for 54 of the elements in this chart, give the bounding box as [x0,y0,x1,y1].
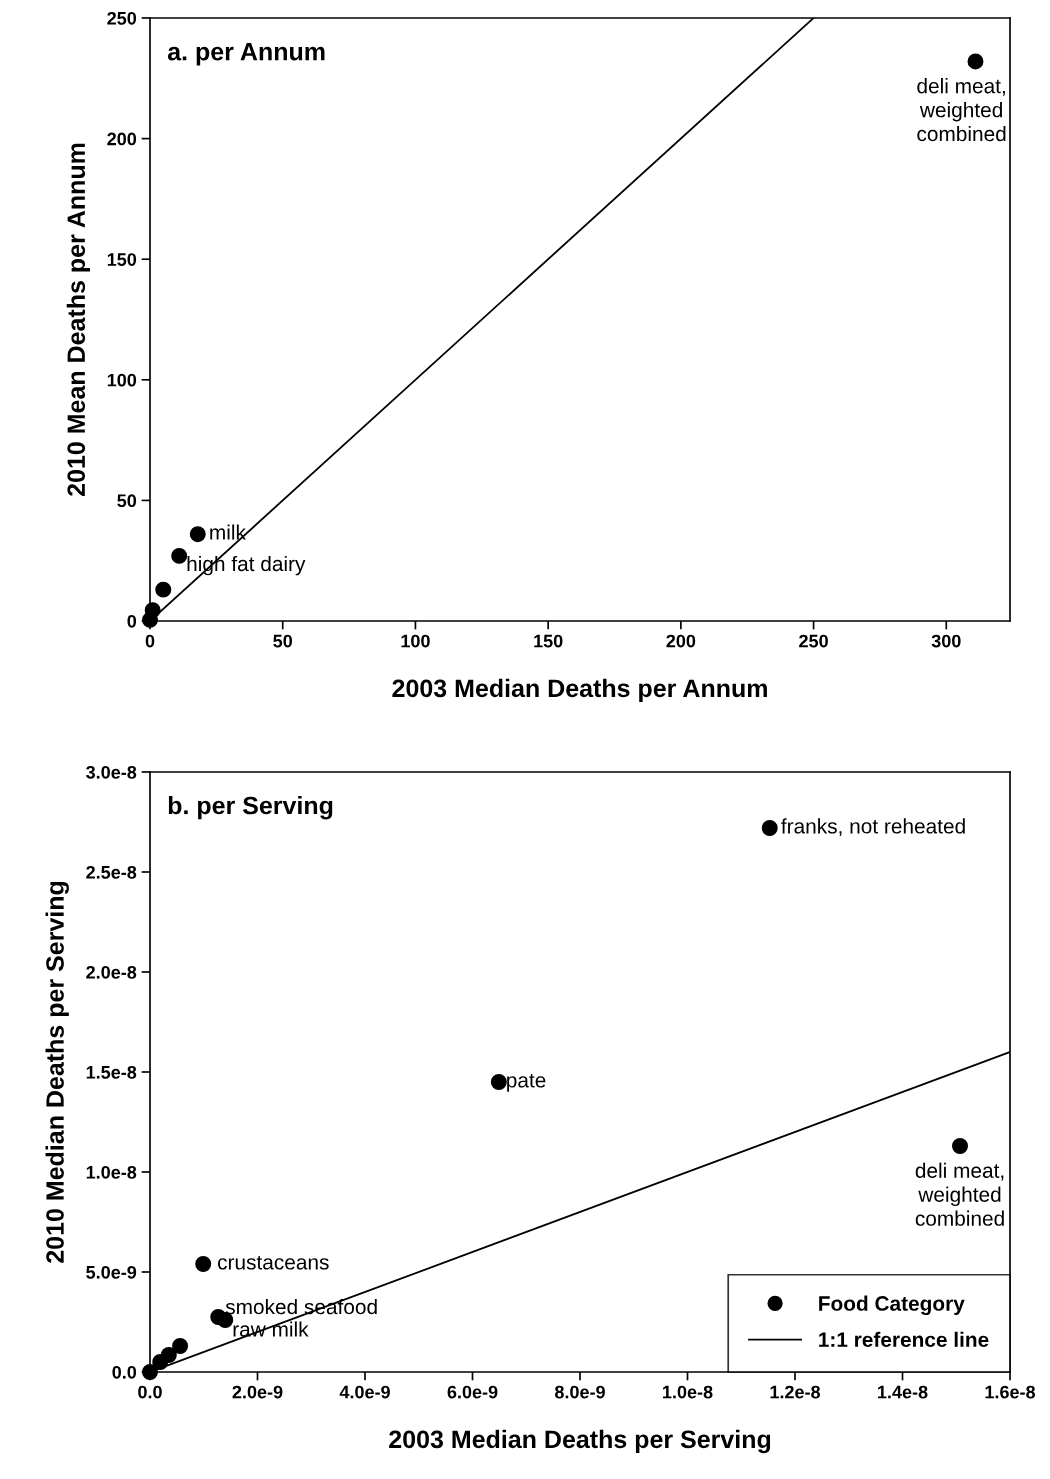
y-tick-label: 0.0 [112,1365,137,1379]
x-tick-label: 6.0e-9 [447,1385,498,1399]
x-tick-label: 1.2e-8 [770,1385,821,1399]
y-tick-label: 150 [107,253,137,266]
x-tick-label: 1.4e-8 [878,1385,928,1399]
x-axis-title: 2003 Median Deaths per Annum [392,678,767,703]
x-axis-title: 2003 Median Deaths per Serving [389,1429,771,1454]
y-tick-label: 250 [107,11,137,25]
x-tick-label: 1.0e-8 [663,1385,713,1399]
y-tick-label: 5.0e-9 [86,1265,137,1279]
text: a. per Annum [167,43,325,66]
x-tick-label: 300 [931,634,961,648]
y-axis-title: 2010 Median Deaths per Serving [45,881,69,1263]
x-tick-label: 150 [534,634,563,648]
annotation: deli meat, weighted combined [915,1162,1004,1226]
point [171,547,188,564]
point [155,581,172,598]
annotation: deli meat, weighted combined [917,78,1006,142]
point [152,1354,169,1370]
y-tick-label: 1.5e-8 [86,1065,137,1079]
point [967,53,984,70]
point [189,526,206,543]
x-tick-label: 1.6e-8 [985,1385,1036,1399]
x-tick-label: 2.0e-9 [232,1385,283,1399]
y-tick-label: 100 [107,373,137,387]
x-tick-label: 250 [799,634,828,648]
annotation: pate [507,1073,546,1092]
point [761,820,778,836]
x-tick-label: 0.0 [138,1385,162,1399]
point [490,1074,507,1090]
legend-label: Food Category [819,1295,965,1316]
annotation: crustaceans [217,1255,329,1270]
point [952,1138,968,1154]
point [172,1338,189,1354]
x-tick-label: 0 [145,634,155,648]
annotation: milk [210,524,246,540]
y-axis-title: 2010 Mean Deaths per Annum [66,143,91,496]
annotation: franks, not reheated [781,818,965,837]
y-tick-label: 2.0e-8 [86,965,137,979]
x-tick-label: 8.0e-9 [554,1385,605,1399]
y-tick-label: 0 [127,614,137,628]
x-tick-label: 100 [401,634,430,648]
x-tick-label: 200 [666,634,696,648]
y-tick-label: 50 [117,494,137,508]
point [195,1256,212,1272]
y-tick-label: 3.0e-8 [86,765,137,779]
y-tick-label: 2.5e-8 [86,865,137,879]
x-tick-label: 50 [273,634,293,648]
x-tick-label: 4.0e-9 [339,1385,390,1399]
y-tick-label: 1.0e-8 [86,1165,137,1179]
y-tick-label: 200 [107,132,137,146]
point [142,611,158,628]
legend-label: 1:1 reference line [819,1331,989,1348]
text: b. per Serving [168,796,333,820]
